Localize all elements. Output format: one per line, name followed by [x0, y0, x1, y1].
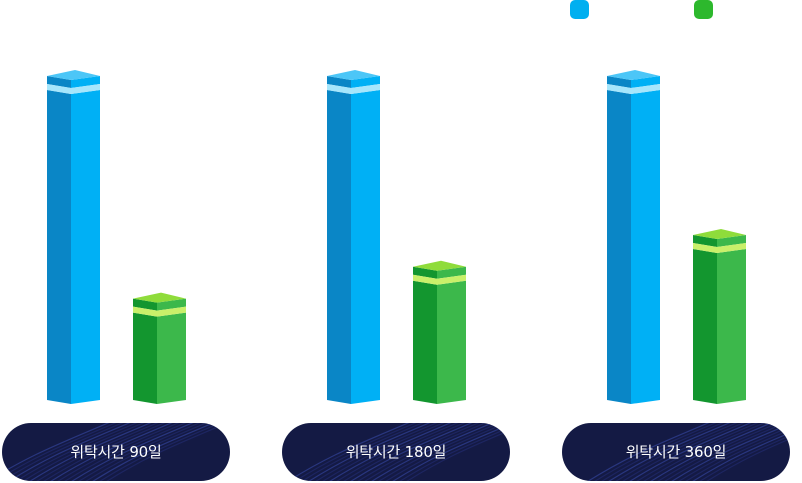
bar-2-1 — [133, 292, 186, 404]
bar-2-2 — [413, 260, 466, 404]
legend-swatch-series-2 — [694, 0, 713, 19]
category-label-1: 위탁시간 90일 — [70, 443, 162, 461]
category-label-3: 위탁시간 360일 — [625, 443, 727, 461]
pill-wave-pattern — [287, 423, 510, 481]
category-label-2: 위탁시간 180일 — [345, 443, 447, 461]
legend-swatch-series-1 — [570, 0, 589, 19]
category-pill-3: 위탁시간 360일 — [562, 423, 790, 481]
bar-1-1 — [47, 70, 100, 404]
bar-1-2 — [327, 70, 380, 404]
bar-2-3 — [693, 229, 746, 404]
pill-wave-pattern — [587, 423, 790, 481]
category-pill-2: 위탁시간 180일 — [282, 423, 510, 481]
bar-1-3 — [607, 70, 660, 404]
pill-wave-pattern — [2, 423, 229, 481]
category-pill-1: 위탁시간 90일 — [2, 423, 230, 481]
